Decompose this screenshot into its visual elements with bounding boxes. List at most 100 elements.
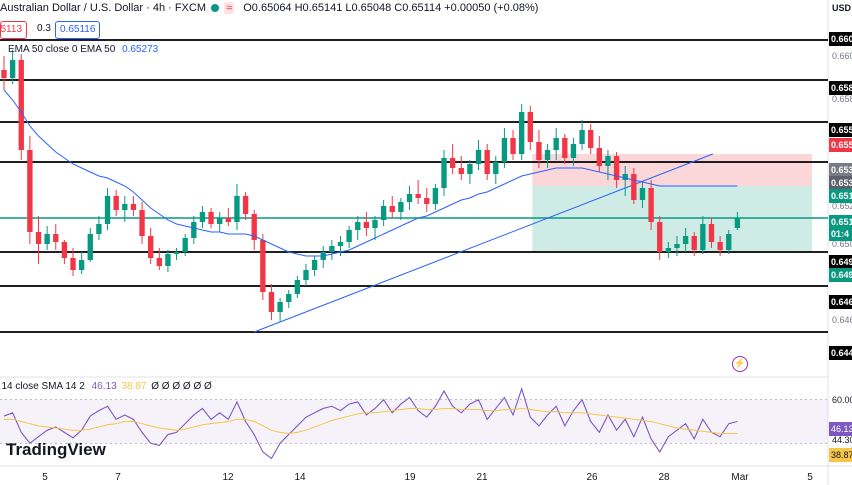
symbol-title[interactable]: Australian Dollar / U.S. Dollar · 4h · F… xyxy=(0,2,206,14)
candle-body xyxy=(536,142,542,160)
price-tag[interactable]: 0.646 xyxy=(829,295,852,309)
candle-body xyxy=(441,158,447,188)
candle-body xyxy=(475,150,482,164)
candle-body xyxy=(199,212,206,222)
rsi-extra-values: Ø Ø Ø Ø Ø Ø xyxy=(151,381,212,392)
candle-body xyxy=(501,138,508,162)
candle-body xyxy=(449,158,456,168)
candle-body xyxy=(9,60,16,78)
candle-body xyxy=(605,156,611,166)
currency-label[interactable]: USD xyxy=(832,3,852,13)
price-tag[interactable]: 0.649 xyxy=(829,268,852,282)
candle-body xyxy=(708,224,715,242)
time-axis-label: 5 xyxy=(42,472,48,483)
candle-body xyxy=(1,70,7,78)
rsi-value: 46.13 xyxy=(91,381,117,392)
time-axis-label: 26 xyxy=(586,472,598,483)
candle-body xyxy=(139,210,145,236)
ema-value: 0.65273 xyxy=(122,44,159,55)
rsi-axis-label: 60.00 xyxy=(832,395,852,405)
ema-legend[interactable]: EMA 50 close 0 EMA 50 0.65273 xyxy=(0,44,158,55)
take-profit-zone xyxy=(532,186,812,252)
candle-body xyxy=(639,188,646,200)
price-tag[interactable]: 0.660 xyxy=(829,32,852,46)
candle-body xyxy=(191,222,197,238)
candle-body xyxy=(415,194,421,198)
candle-body xyxy=(122,204,128,210)
candle-body xyxy=(518,112,525,154)
candle-body xyxy=(398,202,404,212)
price-tag[interactable]: 0.653 xyxy=(829,163,852,177)
price-tag[interactable]: 0.649 xyxy=(829,255,852,269)
candle-body xyxy=(337,242,344,246)
rsi-ma-value: 38.87 xyxy=(121,381,147,392)
rsi-band xyxy=(0,399,828,444)
candle-body xyxy=(329,246,335,252)
candle-body xyxy=(562,138,568,158)
candle-body xyxy=(225,218,232,222)
candle-body xyxy=(268,292,275,312)
price-tag[interactable]: 01:4 xyxy=(829,227,852,241)
candle-body xyxy=(700,224,706,250)
candle-body xyxy=(355,222,361,230)
rsi-label: RSI 14 close SMA 14 2 xyxy=(0,381,85,392)
ohlc-values: O0.65064 H0.65141 L0.65048 C0.65114 +0.0… xyxy=(243,2,539,14)
price-tag[interactable]: 0.644 xyxy=(829,346,852,360)
candle-body xyxy=(173,252,180,254)
time-axis-label: 21 xyxy=(476,472,488,483)
price-tag[interactable]: 0.658 xyxy=(829,81,852,95)
price-axis-label: 0.660 xyxy=(832,51,852,61)
time-axis-label: Mar xyxy=(731,472,749,483)
candle-body xyxy=(104,196,111,224)
candle-body xyxy=(303,270,309,280)
price-tag[interactable]: 0.653 xyxy=(829,176,852,190)
candle-body xyxy=(458,168,464,174)
candle-body xyxy=(682,236,689,244)
candle-body xyxy=(527,112,533,142)
market-open-icon xyxy=(211,4,220,13)
candle-body xyxy=(432,188,439,204)
candle-body xyxy=(147,236,154,258)
symbol-legend[interactable]: Australian Dollar / U.S. Dollar · 4h · F… xyxy=(0,2,538,14)
candle-body xyxy=(44,234,50,244)
candle-body xyxy=(691,236,697,250)
candle-body xyxy=(734,218,741,228)
candle-body xyxy=(631,174,637,200)
candle-body xyxy=(553,138,559,150)
candle-body xyxy=(61,242,68,258)
rsi-axis-label: 38.87 xyxy=(829,448,852,462)
rsi-axis-label: 44.30 xyxy=(832,435,852,445)
price-tag[interactable]: 0.651 xyxy=(829,215,852,229)
candle-body xyxy=(363,222,370,228)
candle-body xyxy=(484,150,490,174)
buy-price-button[interactable]: 0.65116 xyxy=(55,21,101,39)
rsi-ma-line xyxy=(4,407,738,434)
candle-body xyxy=(648,188,654,222)
candle-body xyxy=(130,204,137,210)
candle-body xyxy=(35,232,42,244)
flash-icon[interactable]: ⚡ xyxy=(732,356,748,372)
candle-body xyxy=(372,220,378,228)
candle-body xyxy=(18,60,24,150)
candle-body xyxy=(579,130,585,144)
price-axis-label: 0.652 xyxy=(832,201,852,211)
candle-body xyxy=(726,234,732,250)
price-tag[interactable]: 0.651 xyxy=(829,189,852,203)
candle-body xyxy=(217,218,223,224)
candle-body xyxy=(182,238,188,252)
rsi-legend[interactable]: RSI 14 close SMA 14 2 46.13 38.87 Ø Ø Ø … xyxy=(0,381,212,392)
candle-body xyxy=(311,260,318,270)
candle-body xyxy=(588,130,594,148)
wave-icon: ≈ xyxy=(224,2,235,14)
candle-body xyxy=(380,206,387,220)
candle-body xyxy=(165,254,171,266)
candle-body xyxy=(657,222,663,252)
price-tag[interactable]: 0.655 xyxy=(829,123,852,137)
candle-body xyxy=(544,150,551,160)
sell-price-button[interactable]: 0.65113 xyxy=(0,21,27,39)
price-tag[interactable]: 0.655 xyxy=(829,138,852,152)
candle-body xyxy=(87,234,93,260)
tradingview-logo: TradingView xyxy=(6,440,106,459)
